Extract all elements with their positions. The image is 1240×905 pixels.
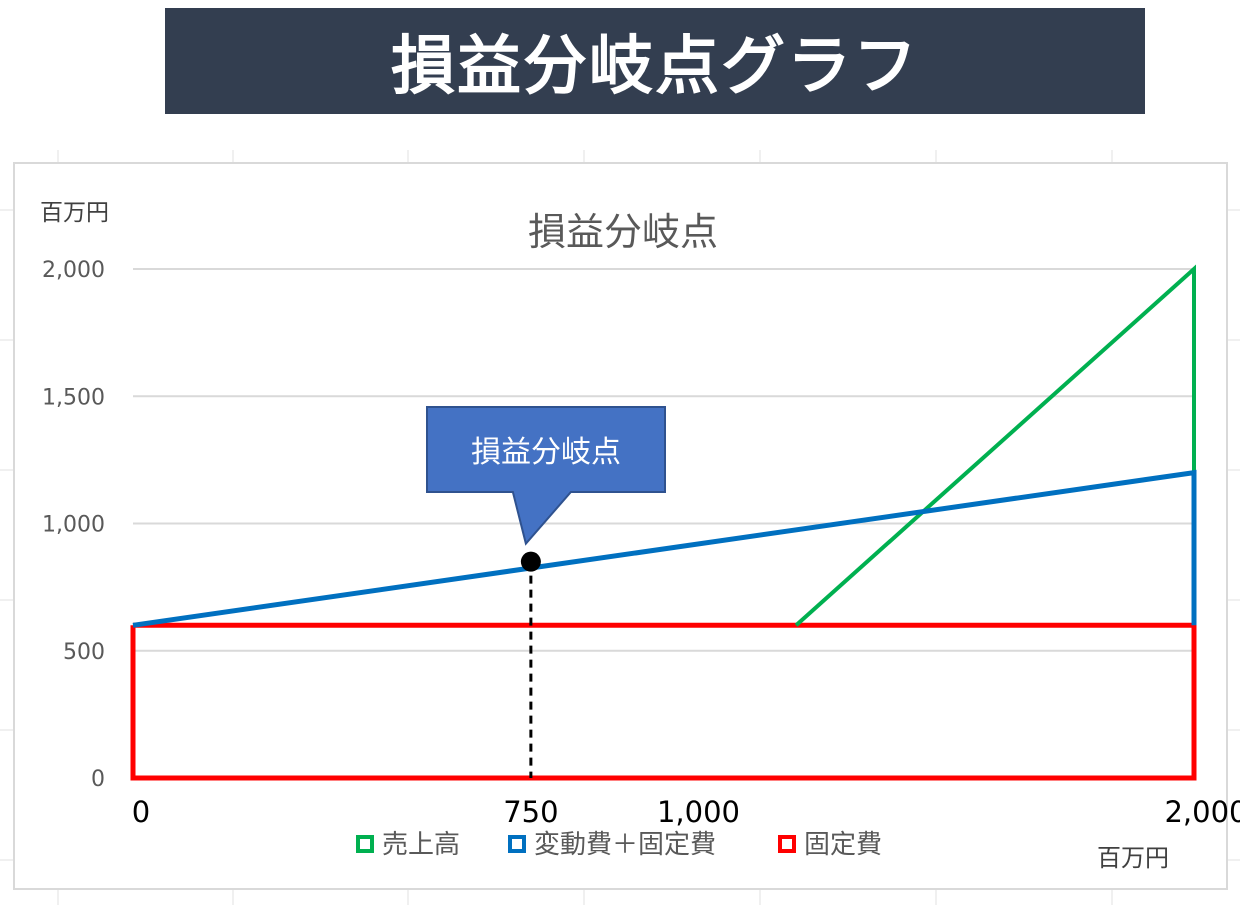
y-tick-label: 0: [91, 767, 105, 792]
y-tick-labels: 2,000 1,500 1,000 500 0: [42, 258, 105, 792]
series-line-1: [132, 469, 1197, 628]
banner-title: 損益分岐点グラフ: [391, 30, 919, 104]
series-line-2: [130, 622, 1197, 781]
legend-label: 売上高: [382, 830, 460, 860]
y-tick-label: 500: [63, 640, 105, 665]
break-even-marker: 損益分岐点: [426, 406, 666, 778]
x-tick-label: 0: [132, 795, 150, 829]
x-tick-labels: 0 750 1,000 2,000: [132, 795, 1240, 829]
x-tick-label: 750: [503, 795, 558, 829]
series-line-0: [794, 264, 1196, 627]
page-banner: 損益分岐点グラフ: [165, 8, 1145, 114]
y-tick-label: 1,500: [42, 385, 105, 410]
x-axis-unit: 百万円: [1097, 844, 1169, 872]
y-tick-label: 2,000: [42, 258, 105, 283]
legend-swatch: [778, 835, 796, 853]
x-tick-label: 2,000: [1164, 795, 1240, 829]
chart-title: 損益分岐点: [528, 210, 718, 254]
series-lines: [130, 264, 1197, 781]
legend-swatch: [508, 835, 526, 853]
gridlines: [133, 268, 1194, 779]
chart-area: [13, 162, 1228, 890]
legend-swatch: [356, 835, 374, 853]
break-even-point: [520, 551, 541, 572]
x-tick-label: 1,000: [657, 795, 740, 829]
y-tick-label: 1,000: [42, 513, 105, 538]
legend-label: 変動費＋固定費: [534, 830, 716, 860]
break-even-callout: [426, 406, 666, 546]
chart-legend: 売上高 変動費＋固定費 固定費: [356, 830, 882, 860]
break-even-callout-label: 損益分岐点: [471, 435, 621, 470]
y-axis-unit: 百万円: [40, 200, 109, 226]
legend-label: 固定費: [804, 830, 882, 860]
